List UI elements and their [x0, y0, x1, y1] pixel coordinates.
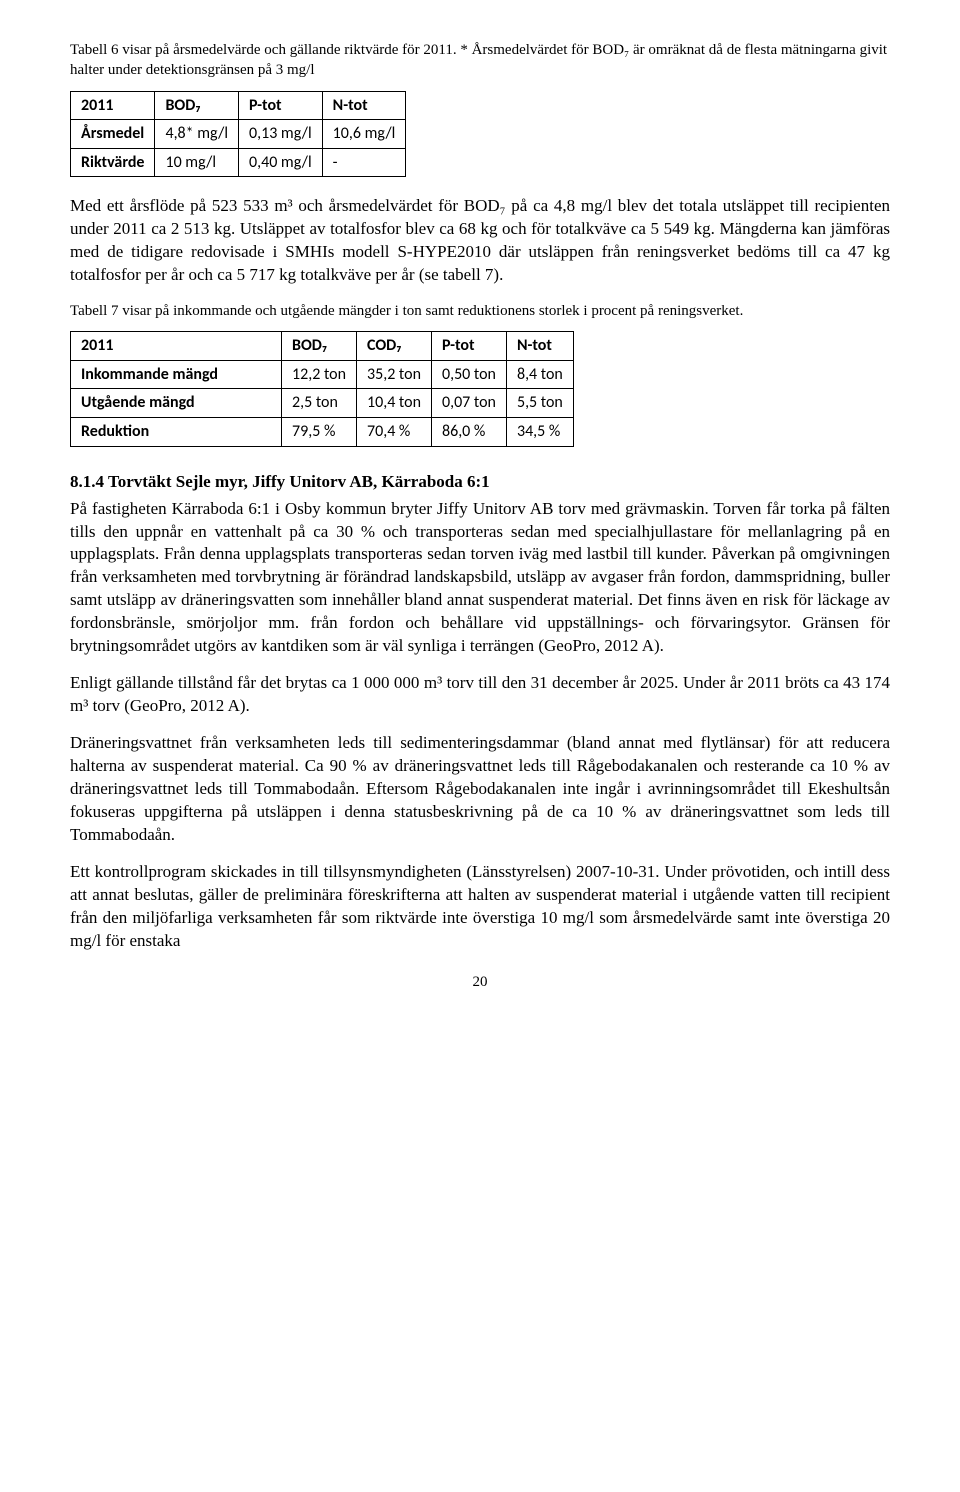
paragraph: Dräneringsvattnet från verksamheten leds… — [70, 732, 890, 847]
paragraph: På fastigheten Kärraboda 6:1 i Osby komm… — [70, 498, 890, 659]
td: 0,07 ton — [431, 389, 506, 418]
paragraph: Enligt gällande tillstånd får det brytas… — [70, 672, 890, 718]
td: 10 mg/l — [155, 148, 239, 177]
table7: 2011 BOD₇ COD₇ P-tot N-tot Inkommande mä… — [70, 331, 574, 446]
td: 4,8* mg/l — [155, 120, 239, 149]
td: 79,5 % — [282, 418, 357, 447]
th: N-tot — [322, 91, 406, 120]
td: Inkommande mängd — [71, 360, 282, 389]
table-header-row: 2011 BOD₇ COD₇ P-tot N-tot — [71, 332, 574, 361]
td: 0,13 mg/l — [238, 120, 322, 149]
th: COD₇ — [356, 332, 431, 361]
td: Årsmedel — [71, 120, 155, 149]
th: N-tot — [506, 332, 573, 361]
td: 35,2 ton — [356, 360, 431, 389]
td: Reduktion — [71, 418, 282, 447]
section-heading: 8.1.4 Torvtäkt Sejle myr, Jiffy Unitorv … — [70, 471, 890, 494]
paragraph: Med ett årsflöde på 523 533 m³ och årsme… — [70, 195, 890, 287]
td: Riktvärde — [71, 148, 155, 177]
table-row: Utgående mängd 2,5 ton 10,4 ton 0,07 ton… — [71, 389, 574, 418]
table-header-row: 2011 BOD₇ P-tot N-tot — [71, 91, 406, 120]
td: 10,6 mg/l — [322, 120, 406, 149]
table6: 2011 BOD₇ P-tot N-tot Årsmedel 4,8* mg/l… — [70, 91, 406, 178]
page-number: 20 — [70, 972, 890, 992]
td: 8,4 ton — [506, 360, 573, 389]
th: P-tot — [431, 332, 506, 361]
table-row: Reduktion 79,5 % 70,4 % 86,0 % 34,5 % — [71, 418, 574, 447]
th: 2011 — [71, 332, 282, 361]
table-row: Inkommande mängd 12,2 ton 35,2 ton 0,50 … — [71, 360, 574, 389]
table7-caption: Tabell 7 visar på inkommande och utgåend… — [70, 301, 890, 321]
table6-caption: Tabell 6 visar på årsmedelvärde och gäll… — [70, 40, 890, 81]
td: 2,5 ton — [282, 389, 357, 418]
td: 12,2 ton — [282, 360, 357, 389]
td: 86,0 % — [431, 418, 506, 447]
table-row: Årsmedel 4,8* mg/l 0,13 mg/l 10,6 mg/l — [71, 120, 406, 149]
td: 5,5 ton — [506, 389, 573, 418]
td: 10,4 ton — [356, 389, 431, 418]
td: 34,5 % — [506, 418, 573, 447]
paragraph: Ett kontrollprogram skickades in till ti… — [70, 861, 890, 953]
th: 2011 — [71, 91, 155, 120]
td: 0,40 mg/l — [238, 148, 322, 177]
th: P-tot — [238, 91, 322, 120]
th: BOD₇ — [282, 332, 357, 361]
td: 0,50 ton — [431, 360, 506, 389]
td: - — [322, 148, 406, 177]
table-row: Riktvärde 10 mg/l 0,40 mg/l - — [71, 148, 406, 177]
td: 70,4 % — [356, 418, 431, 447]
td: Utgående mängd — [71, 389, 282, 418]
th: BOD₇ — [155, 91, 239, 120]
